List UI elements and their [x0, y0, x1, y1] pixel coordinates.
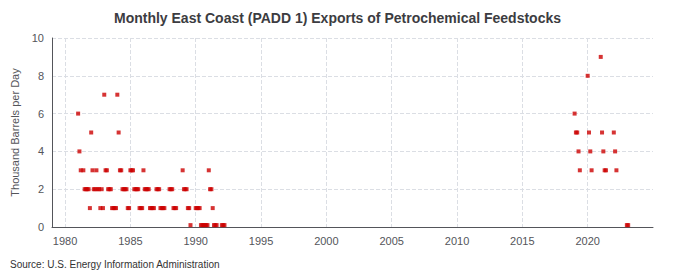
svg-text:1985: 1985 — [118, 235, 142, 247]
svg-text:Monthly East Coast (PADD 1) Ex: Monthly East Coast (PADD 1) Exports of P… — [114, 10, 561, 26]
svg-text:2020: 2020 — [575, 235, 599, 247]
svg-text:2: 2 — [38, 183, 44, 195]
svg-text:10: 10 — [32, 32, 44, 44]
svg-text:Source: U.S. Energy Informatio: Source: U.S. Energy Information Administ… — [10, 259, 220, 270]
svg-text:0: 0 — [38, 221, 44, 233]
svg-text:2005: 2005 — [379, 235, 403, 247]
svg-text:2000: 2000 — [314, 235, 338, 247]
svg-text:6: 6 — [38, 108, 44, 120]
svg-text:1990: 1990 — [183, 235, 207, 247]
svg-text:Thousand Barrels per Day: Thousand Barrels per Day — [9, 68, 21, 197]
svg-text:1980: 1980 — [53, 235, 77, 247]
svg-text:2015: 2015 — [510, 235, 534, 247]
svg-text:8: 8 — [38, 70, 44, 82]
svg-text:4: 4 — [38, 145, 44, 157]
svg-text:1995: 1995 — [249, 235, 273, 247]
svg-text:2010: 2010 — [445, 235, 469, 247]
